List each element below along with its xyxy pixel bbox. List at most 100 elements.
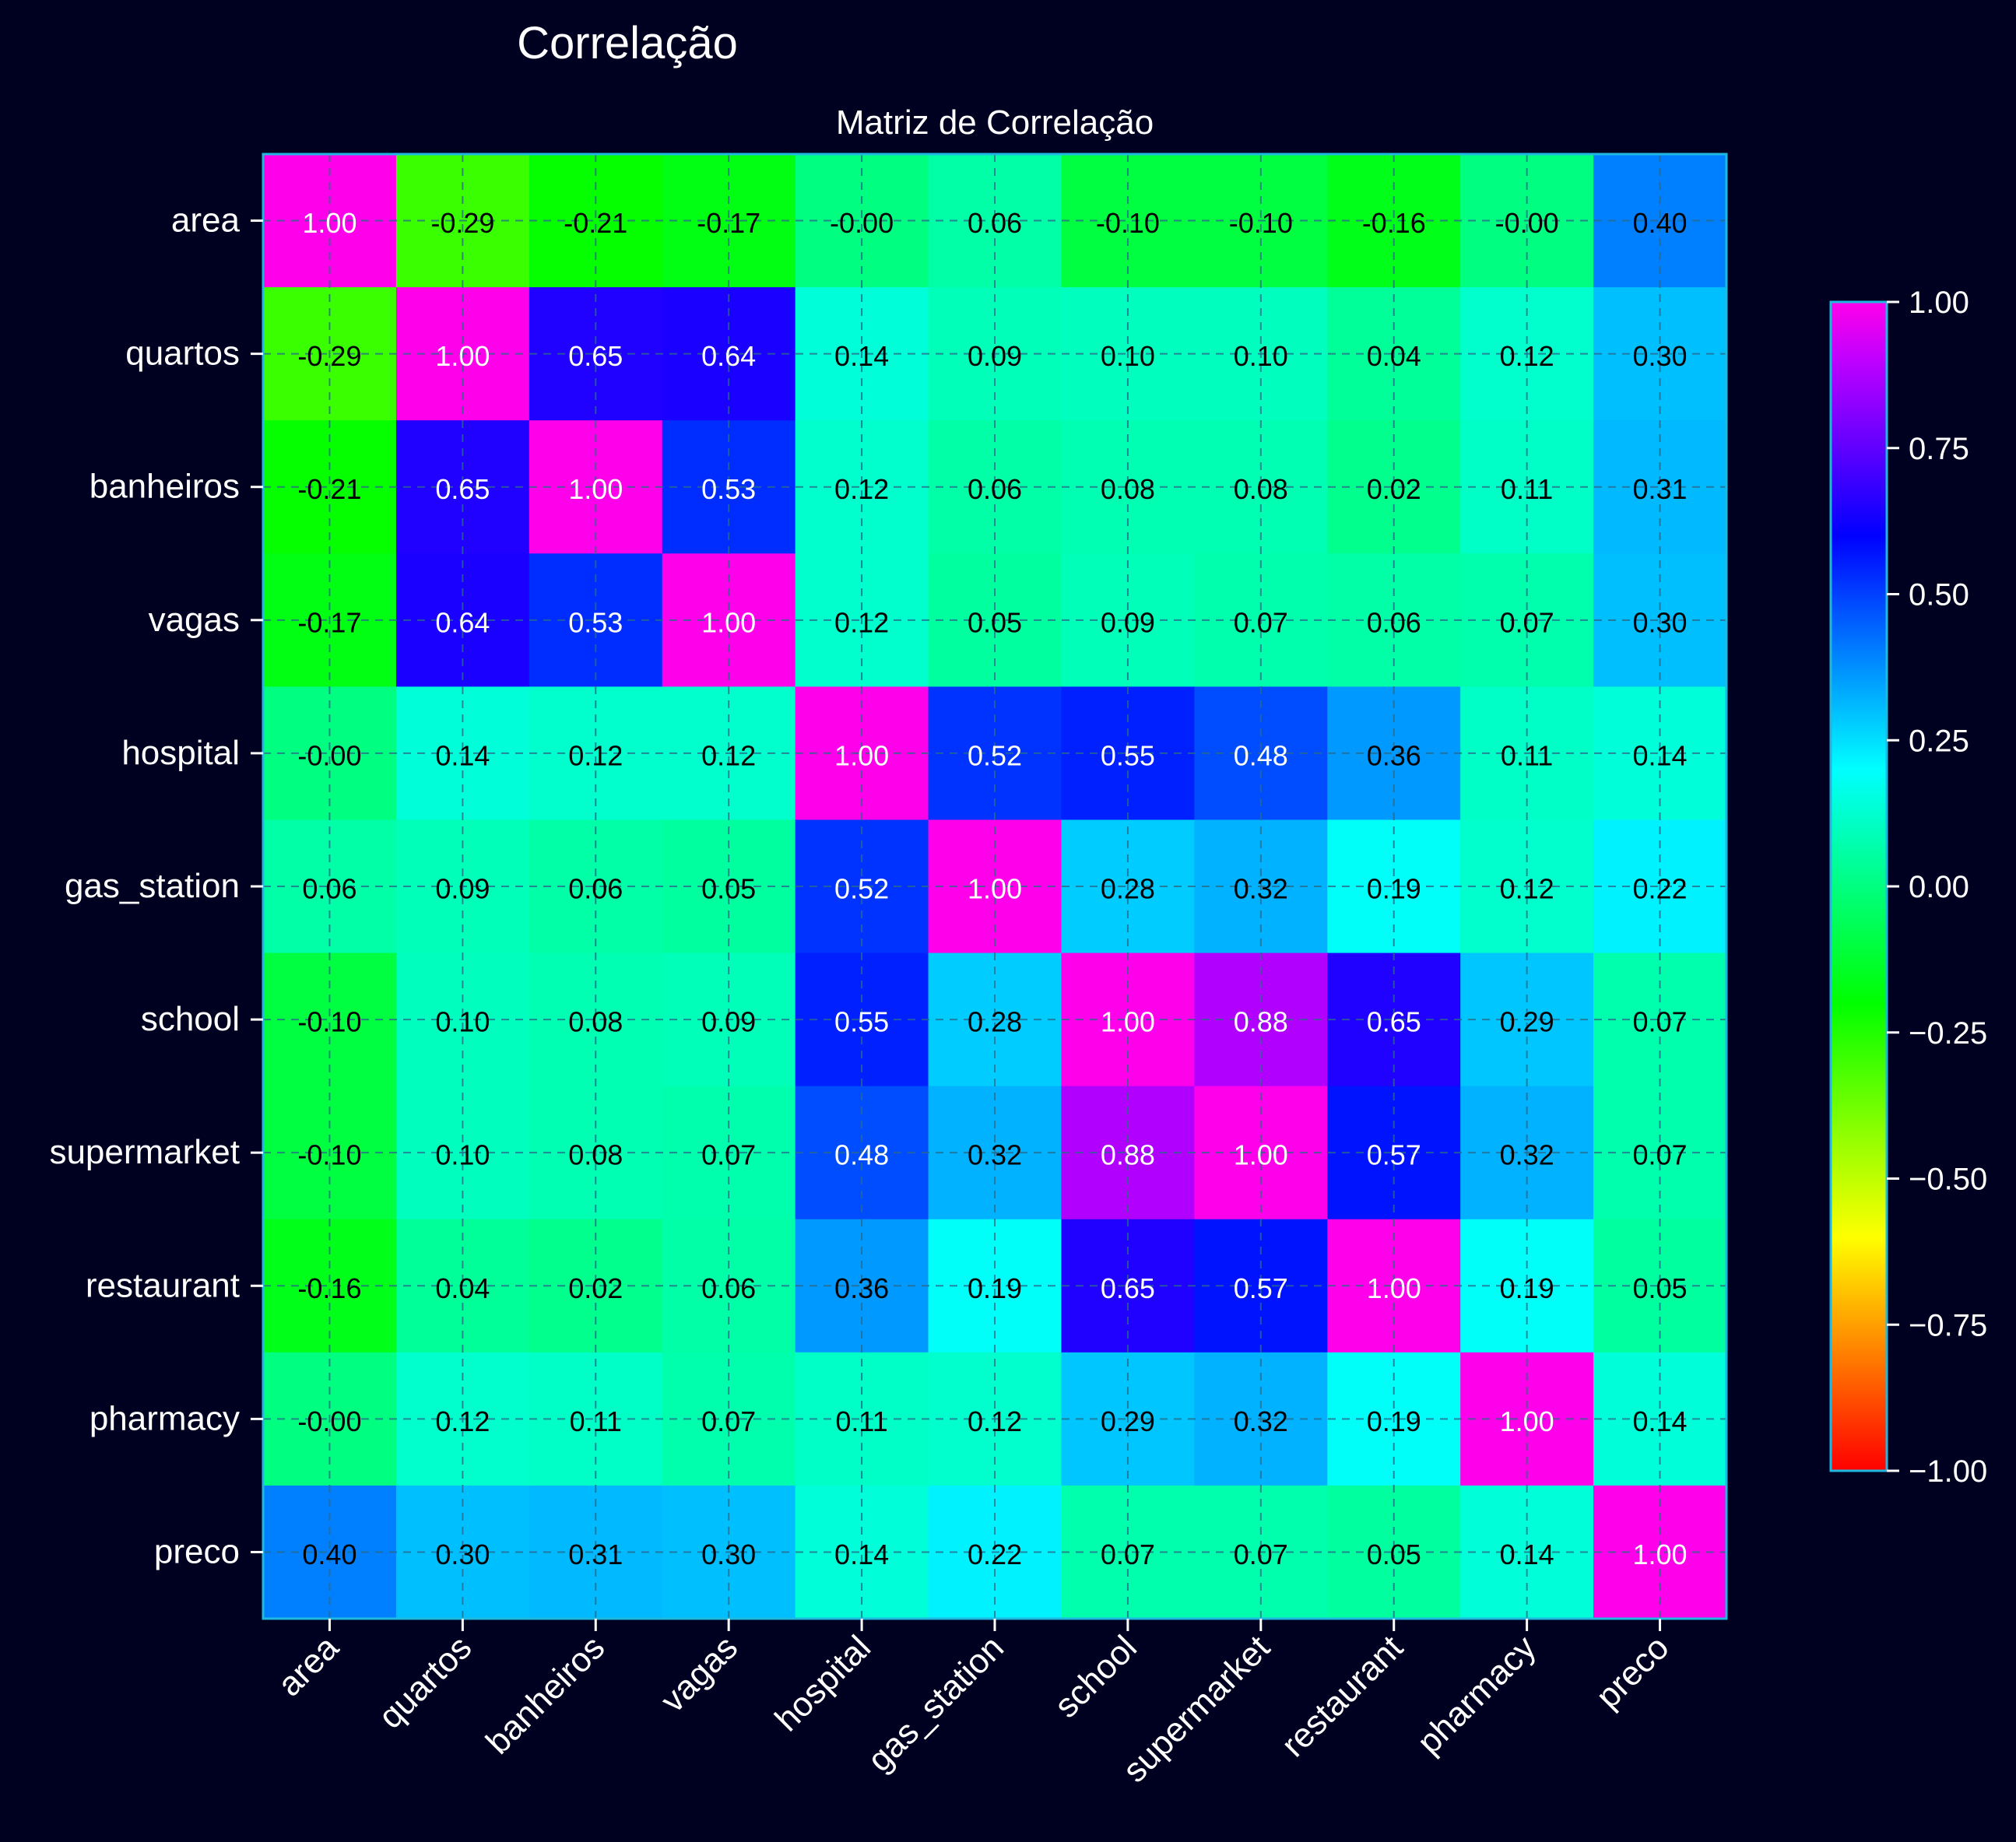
cell-value-quartos-hospital: 0.14 (834, 340, 889, 372)
cell-value-school-restaurant: 0.65 (1367, 1006, 1421, 1038)
cell-value-gas-station-pharmacy: 0.12 (1500, 873, 1554, 905)
cell-value-gas-station-preco: 0.22 (1633, 873, 1688, 905)
cell-value-pharmacy-area: -0.00 (297, 1405, 361, 1437)
cell-value-supermarket-pharmacy: 0.32 (1500, 1139, 1554, 1171)
cell-value-restaurant-preco: 0.05 (1633, 1272, 1688, 1304)
heatmap-cell-restaurant-area (263, 1219, 397, 1353)
cell-value-area-preco: 0.40 (1633, 207, 1688, 239)
cell-value-quartos-school: 0.10 (1101, 340, 1155, 372)
cell-value-gas-station-quartos: 0.09 (435, 873, 490, 905)
heatmap-cell-restaurant-school (1061, 1219, 1195, 1353)
cell-value-pharmacy-restaurant: 0.19 (1367, 1405, 1421, 1437)
cell-value-area-banheiros: -0.21 (564, 207, 627, 239)
cell-value-restaurant-area: -0.16 (297, 1272, 361, 1304)
cell-value-vagas-hospital: 0.12 (834, 606, 889, 638)
cell-value-hospital-pharmacy: 0.11 (1501, 739, 1553, 771)
chart-subtitle: Matriz de Correlação (836, 104, 1154, 142)
cell-value-school-gas-station: 0.28 (968, 1006, 1022, 1038)
cell-value-area-pharmacy: -0.00 (1495, 207, 1559, 239)
cell-value-banheiros-preco: 0.31 (1633, 473, 1688, 505)
cell-value-banheiros-supermarket: 0.08 (1234, 473, 1288, 505)
x-tick-label-school: school (1047, 1628, 1144, 1725)
x-tick-label-gas-station: gas_station (860, 1628, 1011, 1779)
heatmap-cell-restaurant-hospital (795, 1219, 929, 1353)
cell-value-vagas-preco: 0.30 (1633, 606, 1688, 638)
cell-value-quartos-supermarket: 0.10 (1234, 340, 1288, 372)
cell-value-supermarket-quartos: 0.10 (435, 1139, 490, 1171)
cell-value-preco-area: 0.40 (302, 1539, 356, 1570)
x-tick-label-hospital: hospital (767, 1628, 878, 1738)
cell-value-vagas-supermarket: 0.07 (1234, 606, 1288, 638)
heatmap-cell-school-banheiros (529, 953, 663, 1087)
cell-value-preco-gas-station: 0.22 (968, 1539, 1022, 1570)
cell-value-vagas-restaurant: 0.06 (1367, 606, 1421, 638)
colorbar-ticks: 1.00 0.75 0.50 0.25 0.00 −0.25 −0.50 −0.75 −1.00 (1887, 286, 1987, 1489)
cell-value-banheiros-hospital: 0.12 (834, 473, 889, 505)
cell-value-area-area: 1.00 (302, 207, 356, 239)
cell-value-hospital-banheiros: 0.12 (568, 739, 623, 771)
cell-value-preco-vagas: 0.30 (701, 1539, 756, 1570)
cell-value-hospital-hospital: 1.00 (834, 739, 889, 771)
cell-value-school-vagas: 0.09 (701, 1006, 756, 1038)
cell-value-banheiros-pharmacy: 0.11 (1501, 473, 1553, 505)
heatmap-cell-school-area (263, 953, 397, 1087)
cell-value-gas-station-gas-station: 1.00 (968, 873, 1022, 905)
cell-value-school-school: 1.00 (1101, 1006, 1155, 1038)
cell-value-gas-station-restaurant: 0.19 (1367, 873, 1421, 905)
cell-value-area-gas-station: 0.06 (968, 207, 1022, 239)
cell-value-pharmacy-vagas: 0.07 (701, 1405, 756, 1437)
y-axis-ticks: area quartos banheiros vagas hospital gas_sta… (49, 202, 263, 1570)
heatmap-cell-area-hospital (795, 154, 929, 288)
cell-value-banheiros-vagas: 0.53 (701, 473, 756, 505)
cell-value-supermarket-supermarket: 1.00 (1234, 1139, 1288, 1171)
cell-value-supermarket-preco: 0.07 (1633, 1139, 1688, 1171)
cell-value-vagas-vagas: 1.00 (701, 606, 756, 638)
cell-value-school-preco: 0.07 (1633, 1006, 1688, 1038)
cell-value-preco-pharmacy: 0.14 (1500, 1539, 1554, 1570)
cell-value-hospital-supermarket: 0.48 (1234, 739, 1288, 771)
x-tick-label-banheiros: banheiros (479, 1628, 612, 1761)
heatmap-cell-hospital-banheiros (529, 686, 663, 821)
cell-value-area-vagas: -0.17 (697, 207, 760, 239)
cell-value-vagas-gas-station: 0.05 (968, 606, 1022, 638)
chart-title: Correlação (517, 18, 738, 68)
y-tick-label-preco: preco (154, 1532, 240, 1570)
cell-value-preco-banheiros: 0.31 (568, 1539, 623, 1570)
colorbar-tick-label: 0.25 (1909, 724, 1969, 758)
cell-value-school-banheiros: 0.08 (568, 1006, 623, 1038)
cell-value-pharmacy-supermarket: 0.32 (1234, 1405, 1288, 1437)
cell-value-quartos-gas-station: 0.09 (968, 340, 1022, 372)
heatmap-cell-school-school (1061, 953, 1195, 1087)
colorbar-tick-label: 0.75 (1909, 432, 1969, 466)
cell-value-school-pharmacy: 0.29 (1500, 1006, 1554, 1038)
cell-value-school-hospital: 0.55 (834, 1006, 889, 1038)
cell-value-supermarket-restaurant: 0.57 (1367, 1139, 1421, 1171)
colorbar-tick-label: −0.25 (1909, 1016, 1987, 1051)
cell-value-gas-station-vagas: 0.05 (701, 873, 756, 905)
cell-value-hospital-vagas: 0.12 (701, 739, 756, 771)
cell-value-hospital-school: 0.55 (1101, 739, 1155, 771)
cell-value-preco-quartos: 0.30 (435, 1539, 490, 1570)
cell-value-gas-station-banheiros: 0.06 (568, 873, 623, 905)
gridlines (263, 154, 1726, 1619)
cell-value-supermarket-hospital: 0.48 (834, 1139, 889, 1171)
cell-value-area-quartos: -0.29 (430, 207, 494, 239)
x-tick-label-restaurant: restaurant (1274, 1628, 1410, 1764)
cell-value-supermarket-gas-station: 0.32 (968, 1139, 1022, 1171)
cell-value-preco-preco: 1.00 (1633, 1539, 1688, 1570)
cell-value-banheiros-banheiros: 1.00 (568, 473, 623, 505)
cell-value-area-restaurant: -0.16 (1362, 207, 1426, 239)
heatmap-cell-preco-hospital (795, 1485, 929, 1619)
cell-value-supermarket-vagas: 0.07 (701, 1139, 756, 1171)
y-tick-label-gas-station: gas_station (65, 867, 240, 905)
cell-value-restaurant-supermarket: 0.57 (1234, 1272, 1288, 1304)
colorbar-tick-label: 0.50 (1909, 578, 1969, 612)
cell-value-gas-station-supermarket: 0.32 (1234, 873, 1288, 905)
colorbar-tick-label: −1.00 (1909, 1454, 1987, 1489)
x-tick-label-area: area (271, 1628, 346, 1703)
cell-value-quartos-area: -0.29 (297, 340, 361, 372)
cell-value-supermarket-banheiros: 0.08 (568, 1139, 623, 1171)
cell-value-restaurant-school: 0.65 (1101, 1272, 1155, 1304)
